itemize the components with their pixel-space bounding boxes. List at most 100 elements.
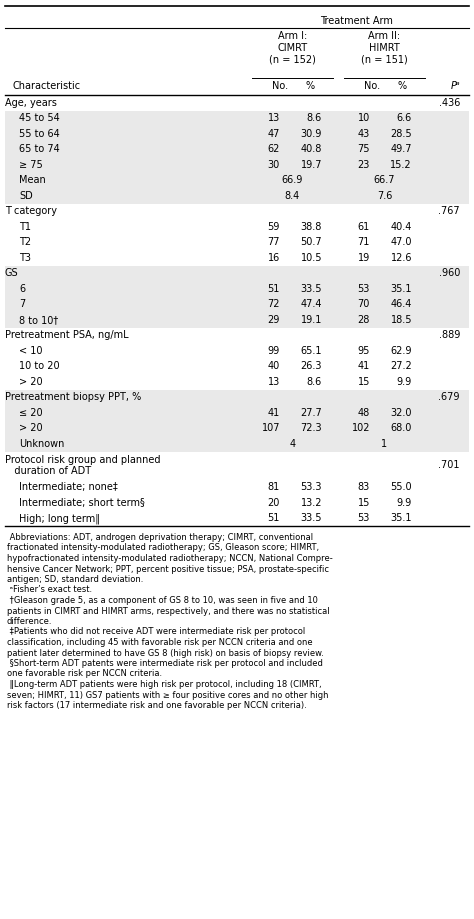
Bar xyxy=(5,142,469,157)
Text: 13.2: 13.2 xyxy=(301,498,322,508)
Text: > 20: > 20 xyxy=(19,424,43,433)
Text: 38.8: 38.8 xyxy=(301,221,322,232)
Text: 72.3: 72.3 xyxy=(301,424,322,433)
Text: 51: 51 xyxy=(268,513,280,523)
Text: Pᵃ: Pᵃ xyxy=(450,81,460,91)
Text: 62: 62 xyxy=(268,144,280,154)
Text: 95: 95 xyxy=(357,346,370,356)
Text: 26.3: 26.3 xyxy=(301,361,322,371)
Text: Abbreviations: ADT, androgen deprivation therapy; CIMRT, conventional: Abbreviations: ADT, androgen deprivation… xyxy=(7,533,313,542)
Text: T3: T3 xyxy=(19,253,31,263)
Text: hensive Cancer Network; PPT, percent positive tissue; PSA, prostate-specific: hensive Cancer Network; PPT, percent pos… xyxy=(7,564,329,573)
Text: 59: 59 xyxy=(268,221,280,232)
Text: 65 to 74: 65 to 74 xyxy=(19,144,60,154)
Text: < 10: < 10 xyxy=(19,346,43,356)
Text: 15.2: 15.2 xyxy=(391,160,412,170)
Text: 40.8: 40.8 xyxy=(301,144,322,154)
Text: T1: T1 xyxy=(19,221,31,232)
Text: Protocol risk group and planned
   duration of ADT: Protocol risk group and planned duration… xyxy=(5,455,161,476)
Text: 8.4: 8.4 xyxy=(285,191,300,200)
Text: Pretreatment biopsy PPT, %: Pretreatment biopsy PPT, % xyxy=(5,392,141,403)
Text: 15: 15 xyxy=(357,377,370,387)
Text: .889: .889 xyxy=(438,330,460,340)
Text: 35.1: 35.1 xyxy=(391,284,412,294)
Text: hypofractionated intensity-modulated radiotherapy; NCCN, National Compre-: hypofractionated intensity-modulated rad… xyxy=(7,554,333,563)
Text: .960: .960 xyxy=(438,268,460,278)
Text: ‡Patients who did not receive ADT were intermediate risk per protocol: ‡Patients who did not receive ADT were i… xyxy=(7,628,305,637)
Text: Intermediate; short term§: Intermediate; short term§ xyxy=(19,498,145,508)
Text: 7: 7 xyxy=(19,300,25,310)
Text: 19.1: 19.1 xyxy=(301,314,322,324)
Text: T category: T category xyxy=(5,206,57,216)
Text: 55.0: 55.0 xyxy=(391,482,412,493)
Text: 107: 107 xyxy=(262,424,280,433)
Text: patients in CIMRT and HIMRT arms, respectively, and there was no statistical: patients in CIMRT and HIMRT arms, respec… xyxy=(7,607,329,616)
Text: 99: 99 xyxy=(268,346,280,356)
Text: 30: 30 xyxy=(268,160,280,170)
Text: 47.4: 47.4 xyxy=(301,300,322,310)
Text: 13: 13 xyxy=(268,377,280,387)
Bar xyxy=(5,436,469,451)
Text: 72: 72 xyxy=(267,300,280,310)
Text: 75: 75 xyxy=(357,144,370,154)
Text: Unknown: Unknown xyxy=(19,438,64,448)
Text: §Short-term ADT patents were intermediate risk per protocol and included: §Short-term ADT patents were intermediat… xyxy=(7,659,323,668)
Text: 30.9: 30.9 xyxy=(301,129,322,139)
Text: ≥ 75: ≥ 75 xyxy=(19,160,43,170)
Text: 83: 83 xyxy=(358,482,370,493)
Text: ≤ 20: ≤ 20 xyxy=(19,408,43,418)
Text: 28.5: 28.5 xyxy=(391,129,412,139)
Text: Arm I:
CIMRT
(n = 152): Arm I: CIMRT (n = 152) xyxy=(269,31,316,64)
Text: .701: .701 xyxy=(438,460,460,471)
Text: 41: 41 xyxy=(268,408,280,418)
Text: 33.5: 33.5 xyxy=(301,284,322,294)
Text: %: % xyxy=(306,81,315,91)
Text: 48: 48 xyxy=(358,408,370,418)
Bar xyxy=(5,421,469,436)
Text: 66.9: 66.9 xyxy=(282,176,303,186)
Text: 9.9: 9.9 xyxy=(397,377,412,387)
Text: GS: GS xyxy=(5,268,18,278)
Text: Treatment Arm: Treatment Arm xyxy=(319,16,392,26)
Text: 53: 53 xyxy=(357,513,370,523)
Bar xyxy=(5,297,469,312)
Text: No.: No. xyxy=(365,81,381,91)
Text: †Gleason grade 5, as a component of GS 8 to 10, was seen in five and 10: †Gleason grade 5, as a component of GS 8… xyxy=(7,596,318,605)
Text: High; long term‖: High; long term‖ xyxy=(19,513,100,524)
Bar xyxy=(5,312,469,327)
Text: 7.6: 7.6 xyxy=(377,191,392,200)
Text: SD: SD xyxy=(19,191,33,200)
Text: 40: 40 xyxy=(268,361,280,371)
Text: Mean: Mean xyxy=(19,176,46,186)
Bar xyxy=(5,390,469,405)
Text: 27.2: 27.2 xyxy=(390,361,412,371)
Text: 32.0: 32.0 xyxy=(391,408,412,418)
Text: 16: 16 xyxy=(268,253,280,263)
Text: 8 to 10†: 8 to 10† xyxy=(19,314,58,324)
Text: 65.1: 65.1 xyxy=(301,346,322,356)
Text: %: % xyxy=(398,81,407,91)
Text: 19: 19 xyxy=(358,253,370,263)
Text: one favorable risk per NCCN criteria.: one favorable risk per NCCN criteria. xyxy=(7,670,162,678)
Text: 12.6: 12.6 xyxy=(391,253,412,263)
Bar xyxy=(5,110,469,126)
Text: 23: 23 xyxy=(357,160,370,170)
Text: 35.1: 35.1 xyxy=(391,513,412,523)
Text: 70: 70 xyxy=(357,300,370,310)
Text: 45 to 54: 45 to 54 xyxy=(19,113,60,123)
Bar xyxy=(5,126,469,142)
Text: 66.7: 66.7 xyxy=(374,176,395,186)
Text: 9.9: 9.9 xyxy=(397,498,412,508)
Text: .679: .679 xyxy=(438,392,460,403)
Bar xyxy=(5,188,469,203)
Text: T2: T2 xyxy=(19,237,31,247)
Text: 81: 81 xyxy=(268,482,280,493)
Text: 10 to 20: 10 to 20 xyxy=(19,361,60,371)
Text: 77: 77 xyxy=(267,237,280,247)
Text: 1: 1 xyxy=(382,438,388,448)
Bar xyxy=(5,173,469,188)
Text: 46.4: 46.4 xyxy=(391,300,412,310)
Text: 43: 43 xyxy=(358,129,370,139)
Text: 61: 61 xyxy=(358,221,370,232)
Text: 55 to 64: 55 to 64 xyxy=(19,129,60,139)
